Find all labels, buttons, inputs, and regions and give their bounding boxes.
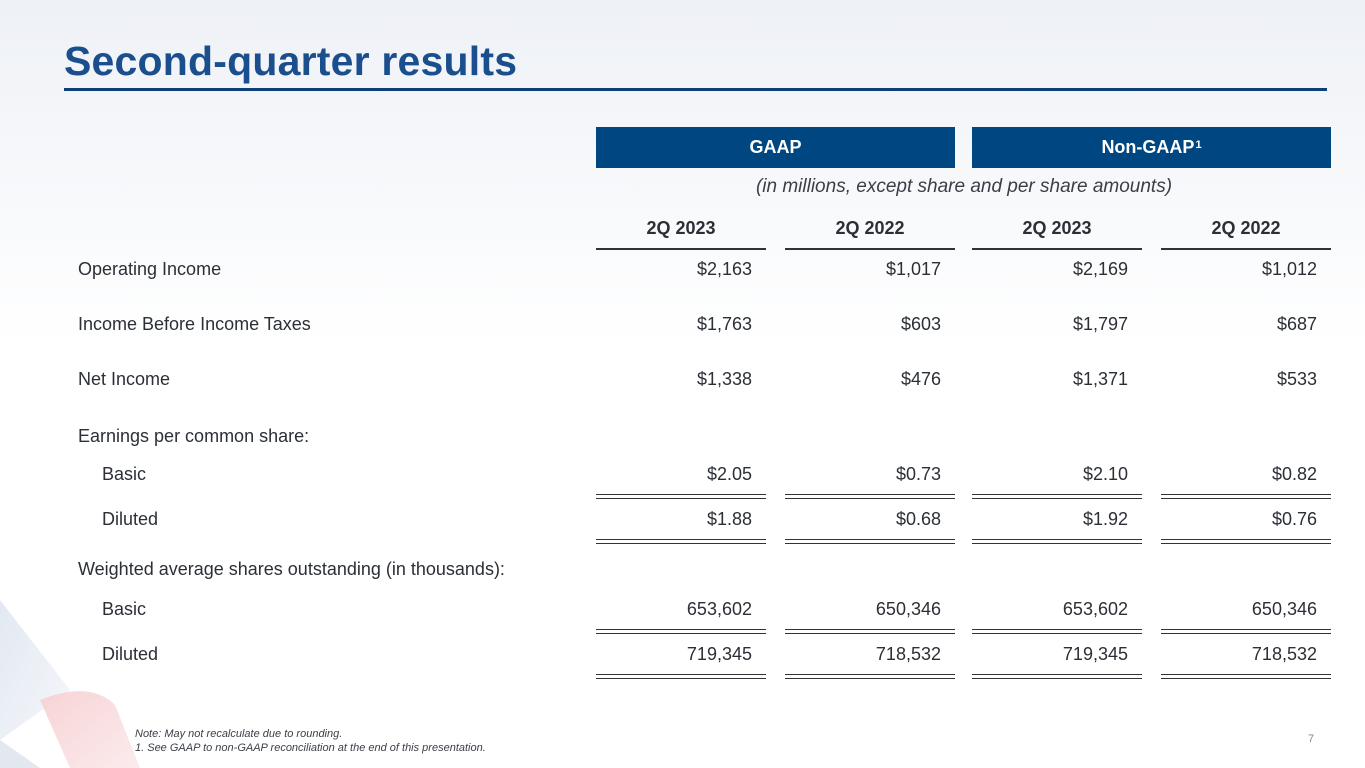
title-divider: [64, 88, 1327, 91]
cell-value: 650,346: [1251, 599, 1317, 619]
cell-value: 719,345: [686, 644, 752, 664]
row-label-income-before-taxes: Income Before Income Taxes: [78, 314, 311, 334]
double-underline: [785, 674, 955, 679]
cell-value: 718,532: [875, 644, 941, 664]
cell-value: $1,797: [1072, 314, 1128, 334]
page-title: Second-quarter results: [64, 38, 518, 84]
col-header-rule: [1161, 248, 1331, 250]
cell-value: $1.92: [1082, 509, 1128, 529]
double-underline: [972, 674, 1142, 679]
cell-value: $2,169: [1072, 259, 1128, 279]
col-header-rule: [785, 248, 955, 250]
cell-value: $0.76: [1271, 509, 1317, 529]
cell-value: 653,602: [1062, 599, 1128, 619]
gaap-header-label: GAAP: [749, 137, 802, 157]
cell-value: $0.73: [895, 464, 941, 484]
row-label-shares-diluted: Diluted: [102, 644, 159, 664]
col-header-rule: [596, 248, 766, 250]
row-label-shares-heading: Weighted average shares outstanding (in …: [78, 559, 505, 579]
cell-value: $476: [900, 369, 941, 389]
double-underline: [972, 629, 1142, 634]
non-gaap-header: Non-GAAP 1: [972, 127, 1331, 168]
cell-value: $533: [1276, 369, 1317, 389]
row-label-eps-heading: Earnings per common share:: [78, 426, 310, 446]
page-number: 7: [1308, 733, 1315, 745]
cell-value: $1,012: [1261, 259, 1317, 279]
cell-value: 719,345: [1062, 644, 1128, 664]
row-label-eps-diluted: Diluted: [102, 509, 159, 529]
cell-value: $1,017: [885, 259, 941, 279]
double-underline: [596, 674, 766, 679]
units-caption: (in millions, except share and per share…: [755, 176, 1173, 197]
double-underline: [1161, 494, 1331, 499]
double-underline: [596, 494, 766, 499]
col-header-gaap-2q2022: 2Q 2022: [835, 218, 905, 238]
cell-value: $1,763: [696, 314, 752, 334]
double-underline: [596, 539, 766, 544]
footnote-reconciliation: 1. See GAAP to non-GAAP reconciliation a…: [135, 742, 486, 754]
cell-value: $2,163: [696, 259, 752, 279]
double-underline: [596, 629, 766, 634]
double-underline: [785, 539, 955, 544]
cell-value: $1.88: [706, 509, 752, 529]
cell-value: $603: [900, 314, 941, 334]
double-underline: [1161, 539, 1331, 544]
double-underline: [972, 539, 1142, 544]
cell-value: $1,371: [1072, 369, 1128, 389]
non-gaap-header-label: Non-GAAP: [1101, 137, 1195, 157]
col-header-rule: [972, 248, 1142, 250]
row-label-operating-income: Operating Income: [78, 259, 222, 279]
cell-value: $1,338: [696, 369, 752, 389]
gaap-header: GAAP: [596, 127, 955, 168]
footnotes: Note: May not recalculate due to roundin…: [135, 727, 486, 755]
cell-value: $0.82: [1271, 464, 1317, 484]
cell-value: $2.05: [706, 464, 752, 484]
col-header-nongaap-2q2022: 2Q 2022: [1211, 218, 1281, 238]
double-underline: [1161, 674, 1331, 679]
cell-value: 653,602: [686, 599, 752, 619]
cell-value: $0.68: [895, 509, 941, 529]
footnote-rounding: Note: May not recalculate due to roundin…: [135, 728, 343, 740]
double-underline: [785, 629, 955, 634]
row-label-net-income: Net Income: [78, 369, 171, 389]
row-label-eps-basic: Basic: [102, 464, 147, 484]
col-header-gaap-2q2023: 2Q 2023: [646, 218, 716, 238]
footnote-marker: 1: [1195, 138, 1202, 151]
double-underline: [1161, 629, 1331, 634]
cell-value: $687: [1276, 314, 1317, 334]
double-underline: [785, 494, 955, 499]
col-header-nongaap-2q2023: 2Q 2023: [1022, 218, 1092, 238]
row-label-shares-basic: Basic: [102, 599, 147, 619]
cell-value: 650,346: [875, 599, 941, 619]
cell-value: $2.10: [1082, 464, 1128, 484]
double-underline: [972, 494, 1142, 499]
cell-value: 718,532: [1251, 644, 1317, 664]
